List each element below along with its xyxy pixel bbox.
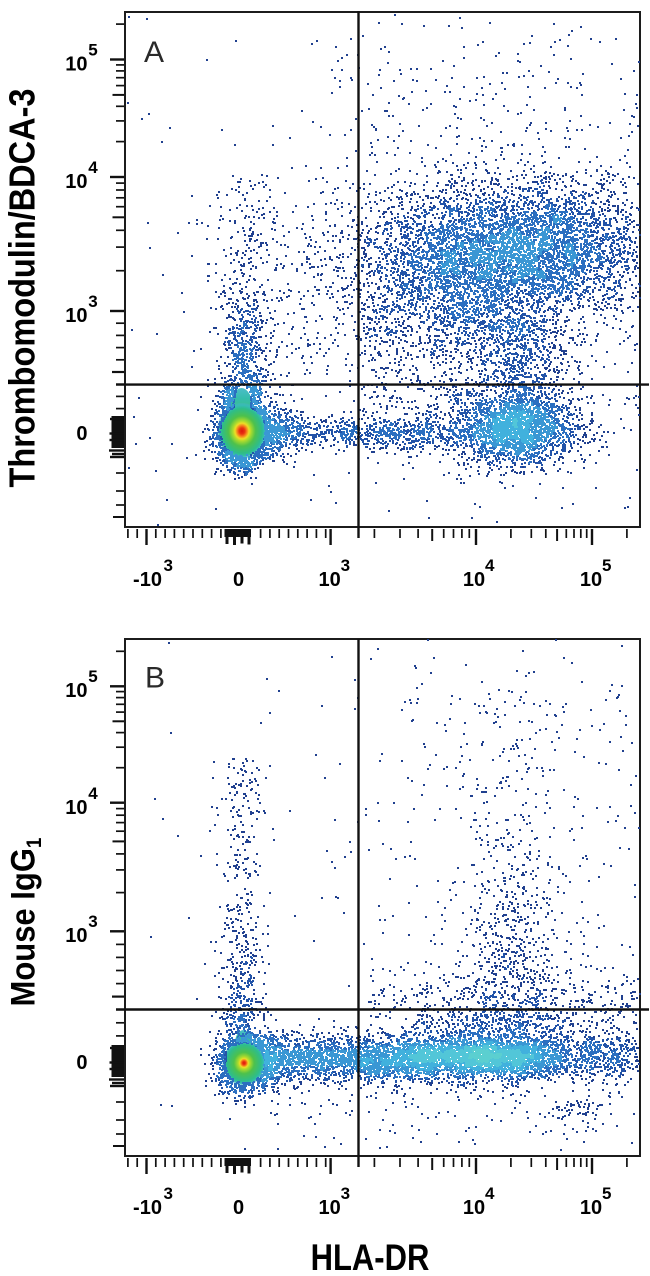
svg-text:10: 10 — [318, 1197, 340, 1219]
svg-text:10: 10 — [318, 569, 340, 591]
svg-text:4: 4 — [485, 1184, 495, 1203]
svg-text:3: 3 — [164, 556, 173, 575]
svg-text:3: 3 — [341, 1184, 350, 1203]
svg-text:10: 10 — [65, 797, 87, 819]
svg-text:0: 0 — [233, 1197, 244, 1219]
svg-text:0: 0 — [76, 423, 87, 445]
svg-text:10: 10 — [65, 305, 87, 327]
svg-text:Thrombomodulin/BDCA-3: Thrombomodulin/BDCA-3 — [3, 89, 43, 488]
svg-text:3: 3 — [341, 556, 350, 575]
svg-text:5: 5 — [88, 667, 97, 686]
svg-text:10: 10 — [65, 680, 87, 702]
svg-text:-10: -10 — [133, 1197, 162, 1219]
svg-text:3: 3 — [164, 1184, 173, 1203]
svg-text:3: 3 — [88, 292, 97, 311]
svg-text:10: 10 — [580, 569, 602, 591]
svg-text:-10: -10 — [133, 569, 162, 591]
svg-text:4: 4 — [485, 556, 495, 575]
svg-text:10: 10 — [463, 569, 485, 591]
svg-text:10: 10 — [65, 925, 87, 947]
svg-text:10: 10 — [65, 54, 87, 76]
svg-text:HLA-DR: HLA-DR — [311, 1237, 430, 1276]
svg-text:10: 10 — [580, 1197, 602, 1219]
svg-text:5: 5 — [602, 1184, 611, 1203]
svg-text:5: 5 — [602, 556, 611, 575]
svg-text:Mouse IgG1: Mouse IgG1 — [3, 838, 47, 1007]
svg-text:A: A — [144, 36, 164, 69]
svg-text:3: 3 — [88, 912, 97, 931]
svg-text:B: B — [145, 662, 165, 695]
svg-text:5: 5 — [88, 41, 97, 60]
svg-text:4: 4 — [88, 784, 98, 803]
svg-text:10: 10 — [463, 1197, 485, 1219]
svg-text:4: 4 — [88, 158, 98, 177]
svg-text:10: 10 — [65, 171, 87, 193]
svg-text:0: 0 — [233, 569, 244, 591]
svg-text:0: 0 — [76, 1052, 87, 1074]
